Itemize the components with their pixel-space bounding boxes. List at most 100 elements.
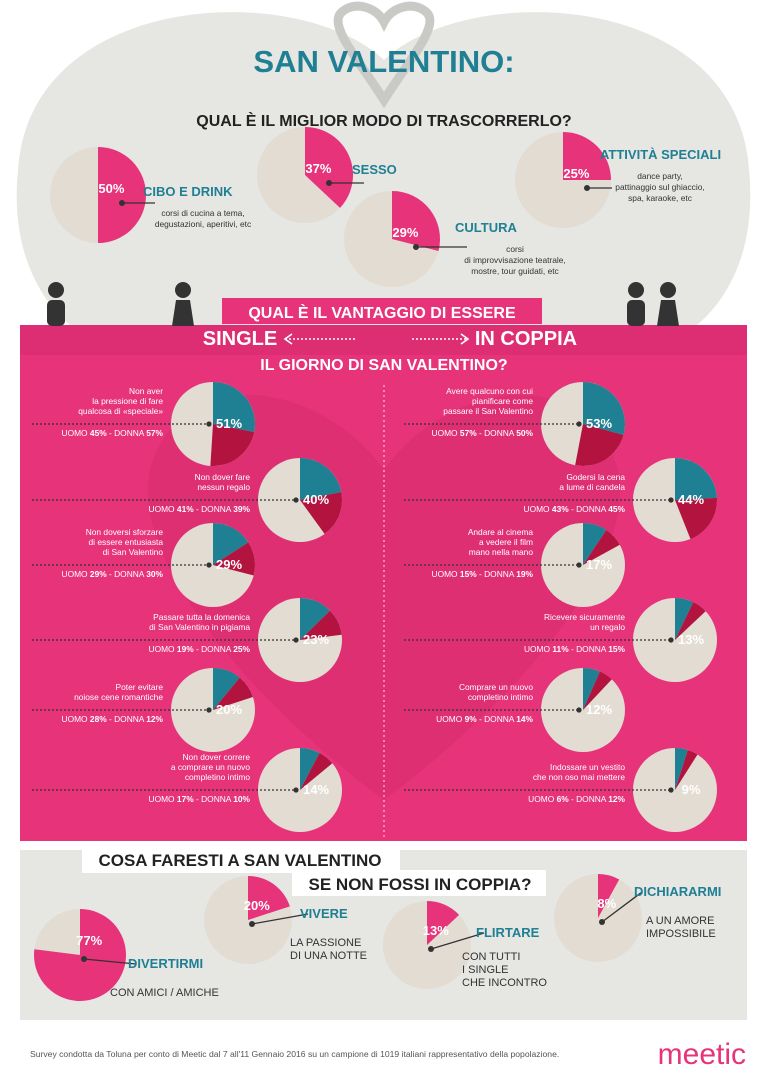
gender-split-part: 57% — [146, 428, 163, 438]
gender-split-part: - — [569, 504, 576, 514]
gender-split-part: UOMO — [149, 504, 177, 514]
gender-split-part: - — [107, 428, 114, 438]
best-way-category-desc: mostre, tour guidati, etc — [471, 266, 559, 276]
single-pie-slice-donna — [213, 542, 255, 576]
single-item-label: Poter evitare — [116, 682, 164, 692]
single-gender-split: UOMO 29% - DONNA 30% — [62, 569, 164, 579]
advantage-title-2: IL GIORNO DI SAN VALENTINO? — [260, 357, 507, 374]
coppia-pie-value: 53% — [586, 416, 612, 431]
non-coppia-leader-dot — [428, 946, 434, 952]
non-coppia-leader-dot — [599, 919, 605, 925]
coppia-leader-dot — [576, 562, 582, 568]
best-way-category-label: SESSO — [352, 162, 397, 177]
non-coppia-pie-value: 8% — [597, 896, 616, 911]
best-way-pie-slice — [305, 127, 354, 208]
advantage-title-1: QUAL È IL VANTAGGIO DI ESSERE — [248, 303, 516, 322]
gender-split-part: UOMO — [432, 428, 460, 438]
single-pie-value: 23% — [303, 632, 329, 647]
best-way-pie-slice — [563, 132, 611, 180]
non-coppia-category-desc: DI UNA NOTTE — [290, 950, 367, 962]
gender-split-part: 28% — [90, 714, 107, 724]
non-coppia-leader-line — [251, 913, 309, 925]
gender-split-part: 29% — [90, 569, 107, 579]
top-heart-background — [16, 12, 751, 326]
coppia-item-label: pianificare come — [472, 396, 533, 406]
coppia-pie-value: 9% — [682, 782, 701, 797]
gender-split-part: UOMO — [528, 794, 556, 804]
coppia-item-label: Avere qualcuno con cui — [446, 386, 533, 396]
single-pie-slice-donna — [300, 610, 342, 640]
single-item-label: Passare tutta la domenica — [153, 612, 250, 622]
non-coppia-category-label: VIVERE — [300, 906, 348, 921]
single-pie-slice-uomo — [213, 523, 249, 565]
coppia-item-label: Godersi la cena — [566, 472, 625, 482]
coppia-gender-split: UOMO 9% - DONNA 14% — [436, 714, 533, 724]
gender-split-part: DONNA — [576, 504, 608, 514]
single-item-label: di essere entusiasta — [89, 537, 164, 547]
gender-split-part: - — [569, 644, 576, 654]
single-leader-dot — [206, 562, 212, 568]
coppia-item-label: a vedere il film — [479, 537, 533, 547]
bottom-title-1: COSA FARESTI A SAN VALENTINO — [98, 851, 381, 870]
non-coppia-category-desc: CHE INCONTRO — [462, 977, 547, 989]
coppia-item-label: un regalo — [590, 622, 625, 632]
gender-split-part: DONNA — [114, 714, 146, 724]
coppia-pie-slice-uomo — [675, 457, 717, 500]
gender-split-part: 17% — [177, 794, 194, 804]
gender-split-part: DONNA — [484, 714, 516, 724]
coppia-item-label: che non oso mai mettere — [533, 772, 626, 782]
best-way-pie-value: 29% — [392, 225, 418, 240]
non-coppia-category-desc: I SINGLE — [462, 964, 508, 976]
single-man-icon — [47, 282, 65, 326]
best-way-category-desc: corsi di cucina a tema, — [161, 208, 244, 218]
single-gender-split: UOMO 28% - DONNA 12% — [62, 714, 164, 724]
bottom-title-box-1 — [82, 845, 400, 873]
gender-split-part: UOMO — [149, 794, 177, 804]
non-coppia-category-label: DICHIARARMI — [634, 884, 721, 899]
single-item-label: noiose cene romantiche — [74, 692, 163, 702]
coppia-pie-value: 13% — [678, 632, 704, 647]
single-item-label: la pressione di fare — [92, 396, 163, 406]
coppia-gender-split: UOMO 57% - DONNA 50% — [432, 428, 534, 438]
gender-split-part: 50% — [516, 428, 533, 438]
gender-split-part: - — [107, 714, 114, 724]
coppia-label: IN COPPIA — [475, 328, 577, 350]
gender-split-part: DONNA — [484, 569, 516, 579]
single-item-label: completino intimo — [185, 772, 251, 782]
meetic-logo: meetic — [658, 1038, 746, 1071]
single-pie-slice-uomo — [300, 458, 342, 500]
best-way-category-label: CIBO E DRINK — [143, 184, 233, 199]
gender-split-part: DONNA — [114, 569, 146, 579]
gender-split-part: 30% — [146, 569, 163, 579]
gender-split-part: - — [194, 504, 201, 514]
coppia-gender-split: UOMO 15% - DONNA 19% — [432, 569, 534, 579]
non-coppia-pie-value: 20% — [244, 898, 270, 913]
coppia-leader-dot — [668, 637, 674, 643]
gender-split-part: 12% — [146, 714, 163, 724]
gender-split-part: UOMO — [436, 714, 464, 724]
gender-split-part: UOMO — [524, 644, 552, 654]
coppia-leader-dot — [668, 787, 674, 793]
gender-split-part: DONNA — [114, 428, 146, 438]
gender-split-part: 15% — [460, 569, 477, 579]
gender-split-part: 39% — [233, 504, 250, 514]
coppia-item-label: completino intimo — [468, 692, 534, 702]
single-pie-slice-donna — [213, 677, 253, 710]
coppia-item-label: Andare al cinema — [468, 527, 534, 537]
non-coppia-category-label: DIVERTIRMI — [128, 956, 203, 971]
coppia-pie-slice-uomo — [675, 748, 688, 790]
gender-split-part: - — [194, 644, 201, 654]
single-pie-slice-uomo — [300, 748, 320, 790]
non-coppia-category-desc: LA PASSIONE — [290, 937, 361, 949]
gender-split-part: 43% — [552, 504, 569, 514]
gender-split-part: 12% — [608, 794, 625, 804]
single-item-label: nessun regalo — [197, 482, 250, 492]
coppia-pie-value: 12% — [586, 702, 612, 717]
single-gender-split: UOMO 19% - DONNA 25% — [149, 644, 251, 654]
footer-survey-note: Survey condotta da Toluna per conto di M… — [30, 1049, 559, 1059]
coppia-leader-dot — [576, 421, 582, 427]
gender-split-part: - — [477, 714, 484, 724]
single-pie-value: 51% — [216, 416, 242, 431]
advantage-title-box — [222, 298, 542, 324]
